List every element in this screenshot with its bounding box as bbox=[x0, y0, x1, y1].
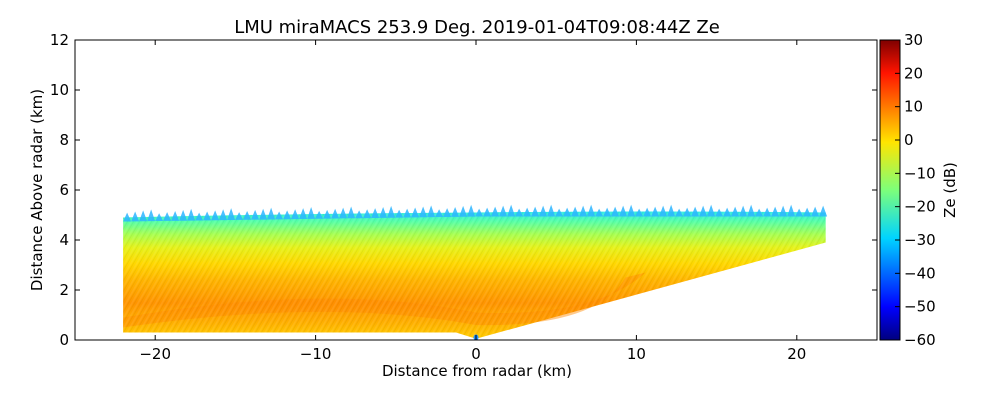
colorbar-tick-label: 10 bbox=[904, 98, 923, 116]
colorbar-ticks: 30 20 10 0 −10 −20 −30 −40 −50 −60 bbox=[895, 31, 936, 349]
y-tick-label: 4 bbox=[59, 231, 69, 249]
y-tick-label: 0 bbox=[59, 331, 69, 349]
colorbar-tick-label: −50 bbox=[904, 298, 936, 316]
x-axis: −20 −10 0 10 20 bbox=[139, 40, 806, 363]
colorbar-tick-label: −40 bbox=[904, 264, 936, 282]
y-axis: 0 2 4 6 8 10 12 bbox=[50, 31, 877, 349]
y-tick-label: 8 bbox=[59, 131, 69, 149]
colorbar-tick-label: 30 bbox=[904, 31, 923, 49]
colorbar bbox=[879, 39, 901, 341]
y-tick-label: 2 bbox=[59, 281, 69, 299]
colorbar-tick-label: −20 bbox=[904, 198, 936, 216]
y-tick-label: 6 bbox=[59, 181, 69, 199]
x-tick-label: 10 bbox=[627, 345, 646, 363]
colorbar-tick-label: −60 bbox=[904, 331, 936, 349]
x-tick-label: 20 bbox=[787, 345, 806, 363]
colorbar-tick-label: −30 bbox=[904, 231, 936, 249]
y-tick-label: 12 bbox=[50, 31, 69, 49]
reflectivity-field bbox=[123, 204, 828, 340]
x-tick-label: −10 bbox=[300, 345, 332, 363]
field-texture bbox=[123, 211, 826, 339]
chart-title: LMU miraMACS 253.9 Deg. 2019-01-04T09:08… bbox=[234, 17, 720, 38]
y-axis-label: Distance Above radar (km) bbox=[28, 89, 46, 291]
colorbar-tick-label: −10 bbox=[904, 164, 936, 182]
x-tick-label: 0 bbox=[471, 345, 481, 363]
x-axis-label: Distance from radar (km) bbox=[382, 362, 572, 380]
colorbar-tick-label: 0 bbox=[904, 131, 914, 149]
x-tick-label: −20 bbox=[139, 345, 171, 363]
colorbar-tick-label: 20 bbox=[904, 64, 923, 82]
cloud-top-echoes bbox=[123, 204, 828, 222]
y-tick-label: 10 bbox=[50, 81, 69, 99]
colorbar-label: Ze (dB) bbox=[941, 162, 959, 218]
